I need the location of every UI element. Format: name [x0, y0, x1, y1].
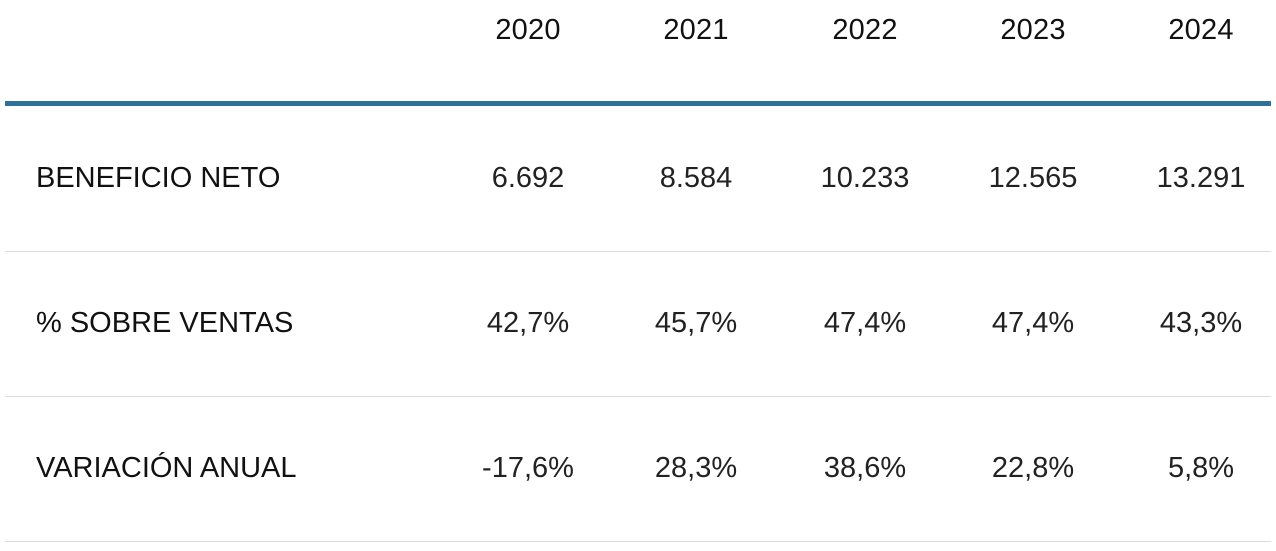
column-header-2020: 2020 — [495, 14, 561, 46]
cell-beneficio-neto-2024: 13.291 — [1156, 162, 1246, 194]
cell-variacion-anual-2023: 22,8% — [991, 452, 1075, 484]
column-header-2023: 2023 — [1000, 14, 1066, 46]
cell-variacion-anual-2021: 28,3% — [654, 452, 738, 484]
cell-beneficio-neto-2023: 12.565 — [988, 162, 1078, 194]
header-row: 2020 2021 2022 2023 2024 — [0, 0, 1276, 60]
column-header-2024: 2024 — [1168, 14, 1234, 46]
table-row-sobre-ventas: % SOBRE VENTAS 42,7% 45,7% 47,4% 47,4% 4… — [0, 251, 1276, 396]
row-divider — [5, 396, 1271, 397]
cell-sobre-ventas-2021: 45,7% — [654, 307, 738, 339]
column-header-2021: 2021 — [663, 14, 729, 46]
cell-sobre-ventas-2022: 47,4% — [823, 307, 907, 339]
cell-sobre-ventas-2024: 43,3% — [1159, 307, 1243, 339]
row-label-sobre-ventas: % SOBRE VENTAS — [36, 307, 294, 339]
cell-beneficio-neto-2021: 8.584 — [659, 162, 733, 194]
row-label-beneficio-neto: BENEFICIO NETO — [36, 162, 281, 194]
table-row-beneficio-neto: BENEFICIO NETO 6.692 8.584 10.233 12.565… — [0, 106, 1276, 251]
column-header-2022: 2022 — [832, 14, 898, 46]
cell-sobre-ventas-2020: 42,7% — [486, 307, 570, 339]
cell-sobre-ventas-2023: 47,4% — [991, 307, 1075, 339]
cell-variacion-anual-2020: -17,6% — [482, 452, 574, 484]
cell-variacion-anual-2024: 5,8% — [1167, 452, 1235, 484]
table-row-variacion-anual: VARIACIÓN ANUAL -17,6% 28,3% 38,6% 22,8%… — [0, 396, 1276, 541]
cell-beneficio-neto-2020: 6.692 — [491, 162, 565, 194]
row-divider — [5, 251, 1271, 252]
cell-beneficio-neto-2022: 10.233 — [820, 162, 910, 194]
header-rule — [5, 101, 1271, 106]
cell-variacion-anual-2022: 38,6% — [823, 452, 907, 484]
row-divider — [5, 541, 1271, 542]
row-label-variacion-anual: VARIACIÓN ANUAL — [36, 452, 297, 484]
